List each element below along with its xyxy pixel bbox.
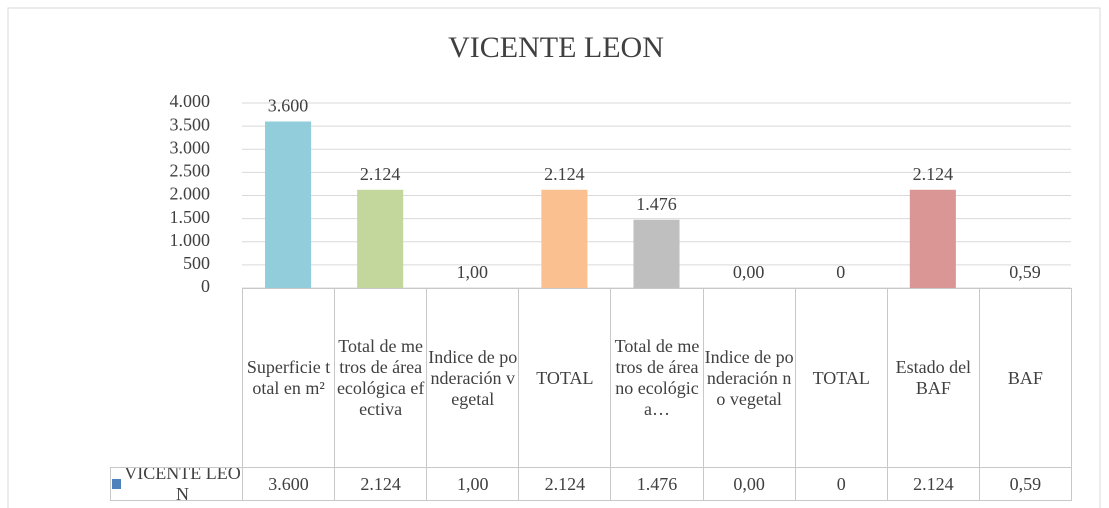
y-tick-label: 3.500 (170, 114, 211, 134)
data-label: 1.476 (636, 194, 677, 214)
table-category: BAF (978, 288, 1072, 468)
legend-key (112, 479, 122, 489)
y-tick-label: 1.000 (170, 230, 211, 250)
y-tick-label: 4.000 (170, 91, 211, 111)
data-label: 2.124 (544, 164, 585, 184)
table-category: Total de metros de área ecológica efecti… (334, 288, 428, 468)
chart-title: VICENTE LEON (448, 31, 664, 64)
bar (541, 189, 588, 288)
y-tick-label: 500 (183, 253, 210, 273)
y-tick-label: 2.500 (170, 161, 211, 181)
table-value: 2.124 (518, 467, 612, 501)
y-tick-label: 0 (201, 276, 210, 296)
table-value: 1.476 (610, 467, 704, 501)
table-value: 0,00 (702, 467, 796, 501)
table-category: Total de metros de área no ecológica… (610, 288, 704, 468)
data-label: 3.600 (268, 96, 309, 116)
table-series-header: VICENTE LEON (110, 467, 243, 501)
table-category: Indice de ponderación no vegetal (702, 288, 796, 468)
table-value: 2.124 (886, 467, 980, 501)
y-tick-label: 1.500 (170, 207, 211, 227)
y-tick-label: 3.000 (170, 137, 211, 157)
bar (357, 189, 404, 288)
table-category: Estado del BAF (886, 288, 980, 468)
table-value: 3.600 (242, 467, 336, 501)
data-label: 1,00 (457, 262, 489, 282)
data-label: 0,59 (1009, 262, 1041, 282)
table-value: 1,00 (426, 467, 520, 501)
bar (909, 189, 956, 288)
table-category: TOTAL (794, 288, 888, 468)
data-label: 0 (836, 262, 845, 282)
table-category: Superficie total en m² (242, 288, 336, 468)
bar (265, 121, 312, 288)
data-label: 0,00 (733, 262, 765, 282)
table-value: 0 (794, 467, 888, 501)
legend-label: VICENTE LEON (124, 467, 241, 501)
chart-border (7, 7, 1101, 508)
bar (633, 219, 680, 288)
table-category: Indice de ponderación vegetal (426, 288, 520, 468)
y-tick-label: 2.000 (170, 184, 211, 204)
table-category: TOTAL (518, 288, 612, 468)
table-value: 0,59 (978, 467, 1072, 501)
data-label: 2.124 (360, 164, 401, 184)
table-value: 2.124 (334, 467, 428, 501)
data-label: 2.124 (913, 164, 954, 184)
